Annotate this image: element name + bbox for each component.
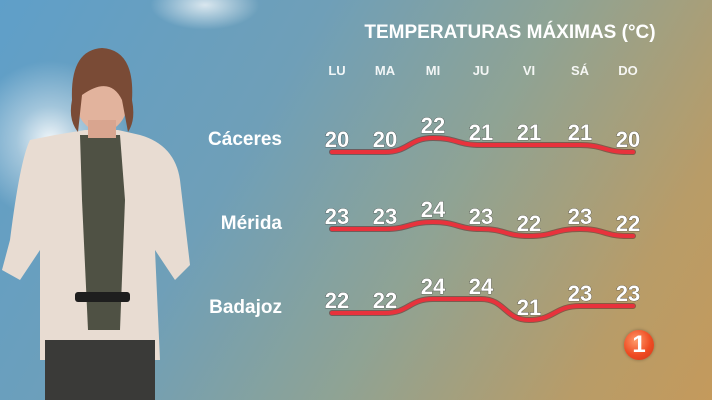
temperature-value: 22 xyxy=(517,211,541,236)
day-label: MI xyxy=(426,63,440,78)
temperature-value: 22 xyxy=(325,288,349,313)
chart-title: TEMPERATURAS MÁXIMAS (°C) xyxy=(364,21,655,43)
temperature-value: 23 xyxy=(373,204,397,229)
day-label: JU xyxy=(473,63,490,78)
temperature-value: 21 xyxy=(517,295,541,320)
temperature-value: 21 xyxy=(517,120,541,145)
temperature-line xyxy=(330,297,635,323)
temperature-value: 22 xyxy=(421,113,445,138)
day-label: LU xyxy=(328,63,345,78)
row-badajoz: Badajoz 22 22 24 24 21 23 23 xyxy=(209,274,641,324)
temperature-value: 22 xyxy=(373,288,397,313)
row-cáceres: Cáceres 20 20 22 21 21 21 20 xyxy=(208,113,641,156)
temperature-value: 23 xyxy=(469,204,493,229)
temperature-value: 23 xyxy=(568,281,592,306)
channel-logo: 1 xyxy=(624,330,654,360)
temperature-value: 23 xyxy=(325,204,349,229)
row-mérida: Mérida 23 23 24 23 22 23 22 xyxy=(221,197,641,240)
temperature-value: 22 xyxy=(616,211,640,236)
day-label: VI xyxy=(523,63,535,78)
temperature-line xyxy=(330,135,635,155)
temperature-value: 24 xyxy=(421,274,446,299)
temperature-value: 24 xyxy=(421,197,446,222)
city-label: Cáceres xyxy=(208,129,282,150)
presenter xyxy=(2,48,190,400)
city-label: Mérida xyxy=(221,213,283,234)
temperature-value: 21 xyxy=(568,120,592,145)
temperature-value: 21 xyxy=(469,120,493,145)
temperature-value: 23 xyxy=(616,281,640,306)
day-label: SÁ xyxy=(571,63,590,78)
temperature-value: 20 xyxy=(325,127,349,152)
day-label: MA xyxy=(375,63,396,78)
city-label: Badajoz xyxy=(209,297,282,318)
temperature-value: 20 xyxy=(616,127,640,152)
temperature-value: 23 xyxy=(568,204,592,229)
temperature-value: 24 xyxy=(469,274,494,299)
temperature-line xyxy=(330,219,635,239)
temperature-value: 20 xyxy=(373,127,397,152)
day-label: DO xyxy=(618,63,638,78)
